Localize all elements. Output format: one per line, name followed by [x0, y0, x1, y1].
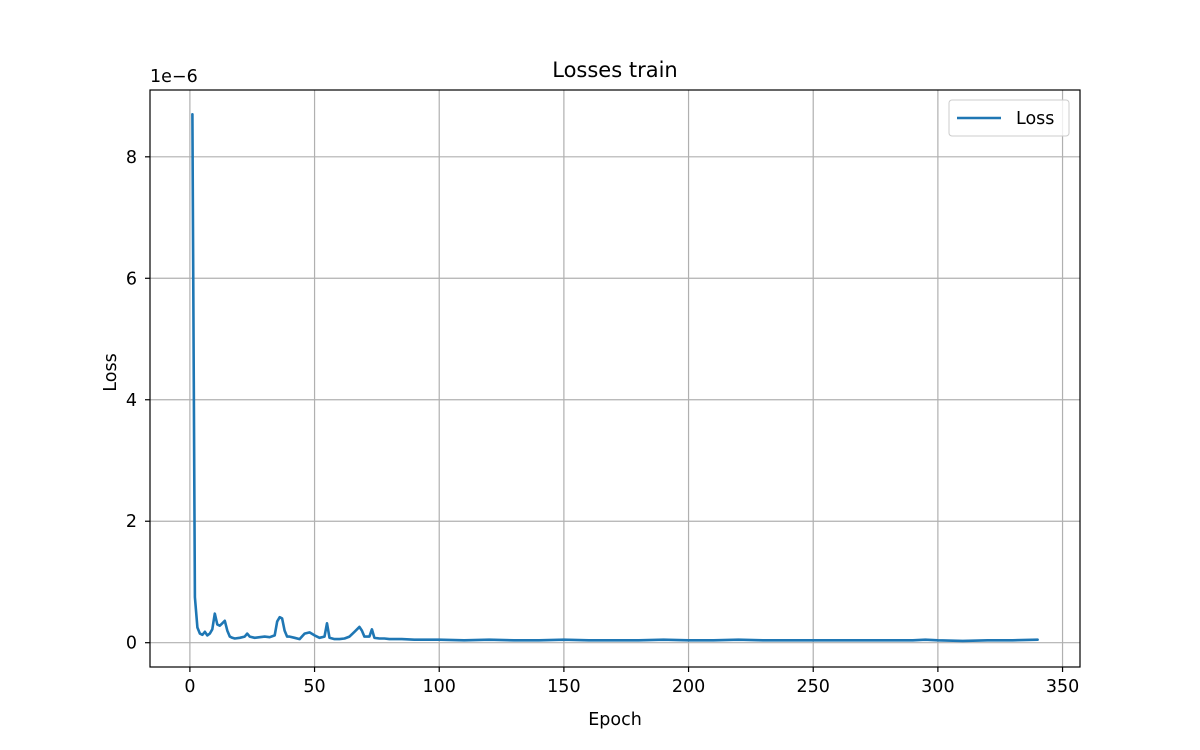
y-tick-label: 0: [126, 634, 137, 654]
x-tick-label: 150: [547, 677, 580, 697]
y-tick-label: 8: [126, 148, 137, 168]
y-axis-label: Loss: [101, 353, 121, 391]
x-tick-label: 200: [672, 677, 705, 697]
x-tick-label: 300: [921, 677, 954, 697]
x-tick-label: 100: [423, 677, 456, 697]
y-tick-label: 4: [126, 391, 137, 411]
x-tick-label: 50: [303, 677, 325, 697]
chart-title: Losses train: [552, 58, 677, 82]
y-tick-label: 2: [126, 512, 137, 532]
tick-layer: 0 50 100 150 200 250 300 350 0 2 4 6 8: [126, 148, 1079, 697]
plot-frame: [149, 89, 1081, 668]
grid-lines: [150, 90, 1080, 667]
legend-label-loss: Loss: [1016, 109, 1054, 129]
series-layer: [191, 113, 1039, 643]
x-tick-label: 350: [1046, 677, 1079, 697]
x-axis-label: Epoch: [588, 710, 642, 730]
x-tick-label: 250: [797, 677, 830, 697]
legend-box: [948, 99, 1070, 137]
x-tick-label: 0: [184, 677, 195, 697]
series-line-loss: [191, 113, 1039, 643]
legend: Loss: [948, 99, 1070, 137]
y-axis-offset-label: 1e−6: [150, 67, 198, 87]
y-tick-label: 6: [126, 269, 137, 289]
